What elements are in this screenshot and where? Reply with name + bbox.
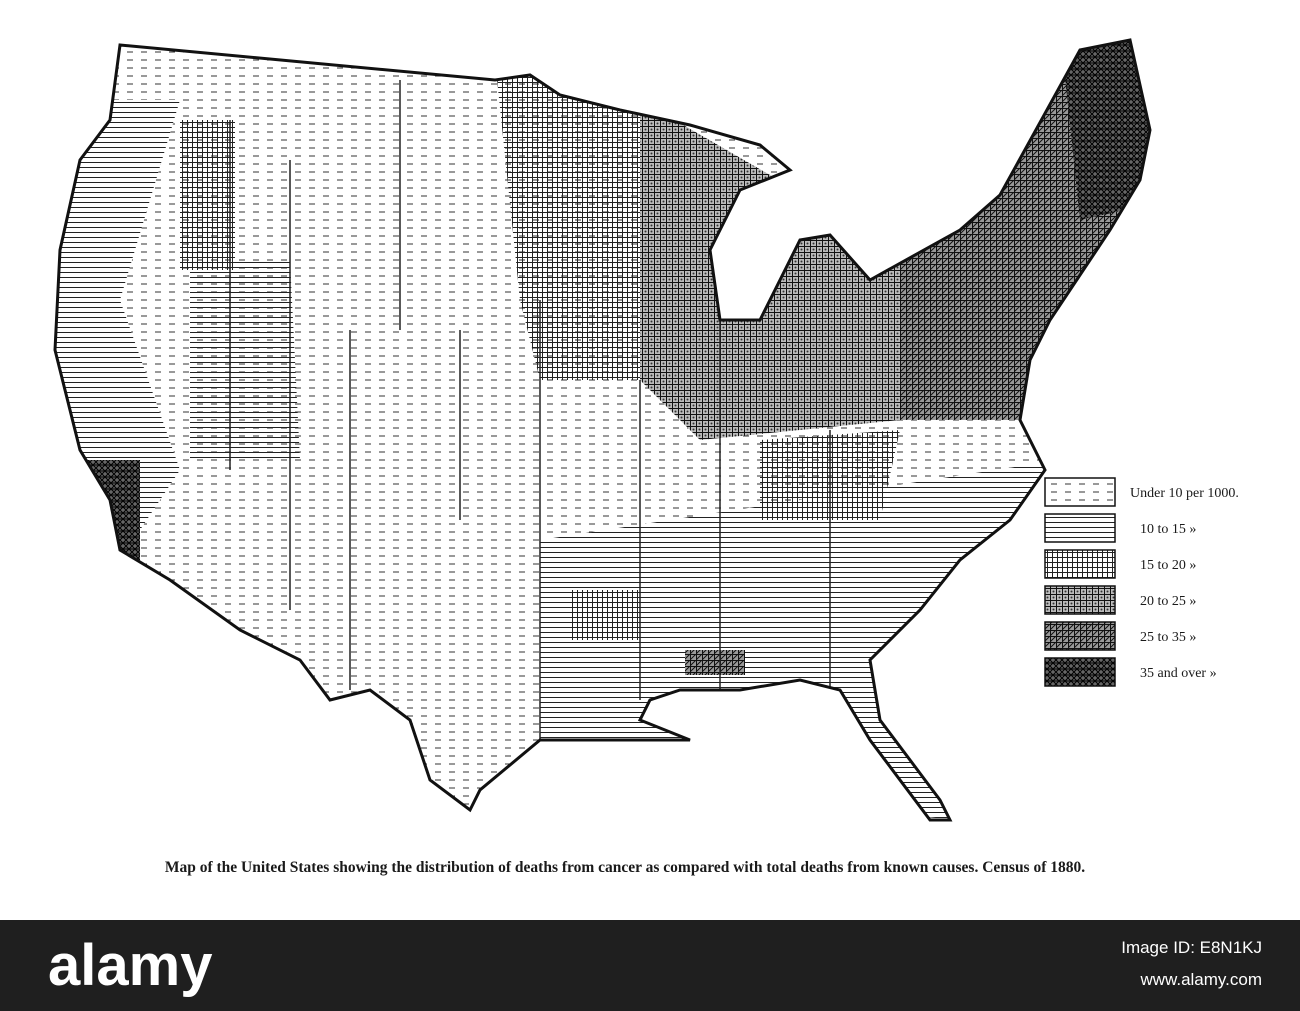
legend: Under 10 per 1000. 10 to 15 » 15 to 20 » 20… [1044,477,1239,687]
legend-swatch [1044,549,1116,579]
watermark-url: www.alamy.com [1139,970,1262,989]
legend-label: 35 and over » [1140,666,1217,681]
legend-swatch [1044,657,1116,687]
legend-swatch [1044,513,1116,543]
legend-label: 20 to 25 » [1140,594,1196,609]
legend-label: Under 10 per 1000. [1130,486,1239,501]
map [55,40,1150,820]
image-id: Image ID: E8N1KJ [1121,938,1262,957]
watermark-bar [0,920,1300,1011]
legend-label: 10 to 15 » [1140,522,1196,537]
caption: Map of the United States showing the dis… [165,859,1085,876]
watermark-logo: alamy [48,933,212,998]
legend-swatch [1044,477,1116,507]
legend-label: 25 to 35 » [1140,630,1196,645]
legend-swatch [1044,621,1116,651]
legend-swatch [1044,585,1116,615]
legend-label: 15 to 20 » [1140,558,1196,573]
